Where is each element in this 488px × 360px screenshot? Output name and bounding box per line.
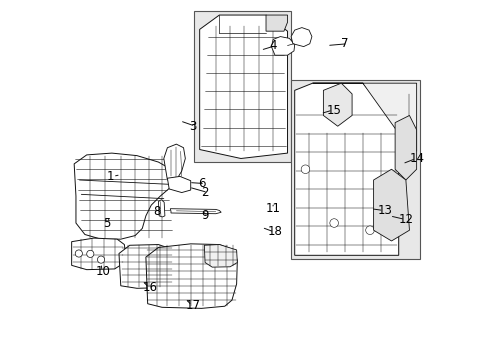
Polygon shape <box>74 153 176 239</box>
Polygon shape <box>265 15 287 31</box>
Text: 18: 18 <box>267 225 282 238</box>
Text: 3: 3 <box>188 120 196 133</box>
Text: 2: 2 <box>201 186 208 199</box>
Polygon shape <box>290 28 311 46</box>
Polygon shape <box>158 200 164 217</box>
Polygon shape <box>373 169 408 241</box>
Text: 8: 8 <box>153 205 160 218</box>
Text: 13: 13 <box>376 204 391 217</box>
Polygon shape <box>119 244 174 288</box>
Text: 16: 16 <box>142 281 157 294</box>
Text: 15: 15 <box>325 104 341 117</box>
Polygon shape <box>312 83 416 151</box>
Polygon shape <box>167 176 190 193</box>
Polygon shape <box>72 238 125 270</box>
Circle shape <box>97 256 104 263</box>
Text: 4: 4 <box>269 39 277 52</box>
Polygon shape <box>145 244 237 309</box>
Text: 17: 17 <box>185 299 200 312</box>
Polygon shape <box>199 15 287 158</box>
Text: 9: 9 <box>201 210 208 222</box>
Circle shape <box>365 226 373 234</box>
Text: 10: 10 <box>96 265 110 278</box>
Text: 11: 11 <box>265 202 281 215</box>
Text: 6: 6 <box>198 177 205 190</box>
Circle shape <box>86 250 94 257</box>
Polygon shape <box>323 83 351 126</box>
Polygon shape <box>170 209 221 214</box>
Text: 5: 5 <box>102 217 110 230</box>
Polygon shape <box>204 244 237 267</box>
Text: 14: 14 <box>408 152 424 165</box>
Circle shape <box>301 165 309 174</box>
Bar <box>290 80 419 259</box>
Circle shape <box>329 219 338 227</box>
Polygon shape <box>294 83 398 255</box>
Polygon shape <box>163 144 185 180</box>
Polygon shape <box>394 116 416 180</box>
Text: 1: 1 <box>106 170 114 183</box>
Bar <box>194 12 290 162</box>
Text: 12: 12 <box>398 213 413 226</box>
Circle shape <box>75 250 82 257</box>
Polygon shape <box>271 37 294 55</box>
Text: 7: 7 <box>341 37 348 50</box>
